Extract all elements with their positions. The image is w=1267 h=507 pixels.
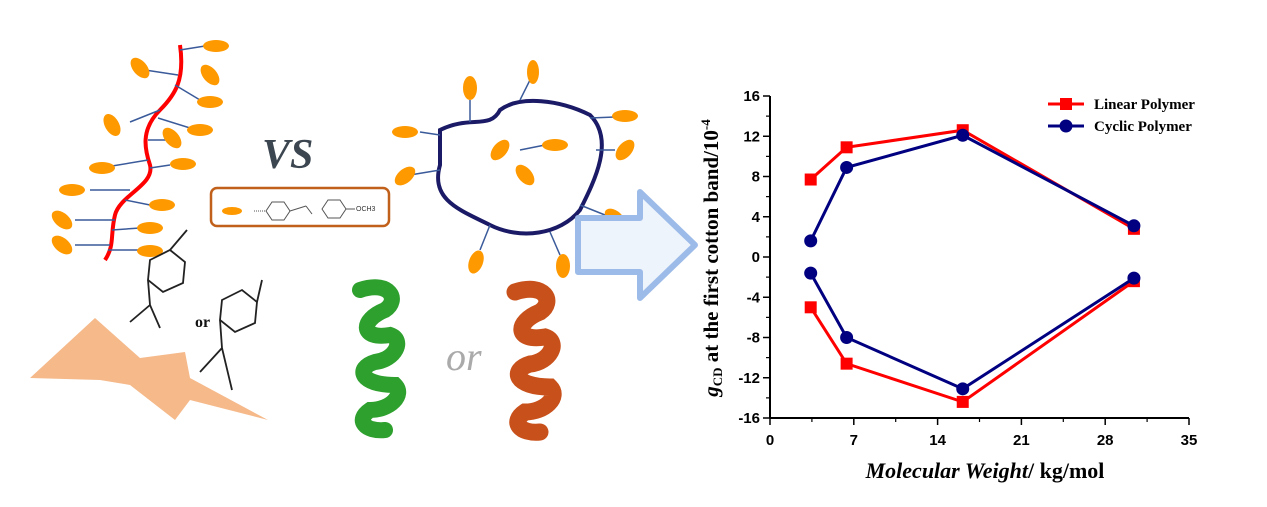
x-tick-label: 28 [1097,432,1114,449]
chart-legend: Linear Polymer Cyclic Polymer [1048,97,1195,135]
data-point-square [956,395,969,408]
series-line-negative [809,279,1135,404]
or-label-small: or [195,314,210,331]
data-point-circle [804,266,818,280]
cyclic-polymer-drawing [392,60,638,278]
limonene-structures [129,229,263,391]
series-linear-polymer [804,124,1140,408]
y-tick-label: 16 [743,88,760,105]
x-axis-label: Molecular Weight/ kg/mol [865,458,1105,483]
series-line-positive [809,133,1135,242]
y-tick-label: -4 [747,289,761,306]
helix-left-drawing [352,279,407,439]
y-tick-label: 4 [752,209,761,226]
data-point-square [840,141,853,154]
data-point-circle [804,234,818,248]
data-point-circle [956,382,970,396]
legend-label: Cyclic Polymer [1094,119,1192,135]
y-tick-label: -12 [738,370,760,387]
x-tick-label: 35 [1181,432,1198,449]
or-label-large: or [446,334,482,379]
y-tick-label: 0 [752,249,760,266]
linear-polymer-drawing [51,40,229,262]
data-point-square [804,173,817,186]
right-arrow-icon [575,189,698,301]
y-tick-label: 8 [752,169,760,186]
y-tick-label: -8 [747,330,760,347]
series-line-negative [809,272,1135,391]
data-point-circle [1059,119,1073,133]
series-cyclic-polymer [804,128,1141,396]
data-point-circle [1127,219,1141,233]
x-tick-label: 14 [929,432,946,449]
helix-right-drawing [506,280,562,441]
data-point-square [804,301,817,314]
mesogen-legend-box: OCH3 [209,186,391,228]
data-point-square [1060,98,1072,110]
y-tick-label: -16 [738,410,760,427]
x-tick-label: 0 [766,432,774,449]
chart: 0 7 14 21 28 35 16 12 8 4 0 -4 -8 -12 -16 gCD at the f… [698,88,1197,483]
data-point-circle [840,160,854,174]
data-point-circle [840,331,854,344]
light-bolt-icon [30,318,268,420]
data-point-circle [956,128,970,142]
series-line-positive [809,128,1135,231]
vs-label: VS [262,132,313,178]
y-axis-label: gCD at the first cotton band/10-4 [698,119,725,398]
x-tick-label: 7 [850,432,858,449]
y-tick-label: 12 [743,128,760,145]
legend-label: Linear Polymer [1094,97,1195,113]
substituent-label: OCH3 [356,206,376,213]
data-point-circle [1127,271,1141,285]
x-tick-label: 21 [1013,432,1030,449]
data-point-square [840,357,853,370]
